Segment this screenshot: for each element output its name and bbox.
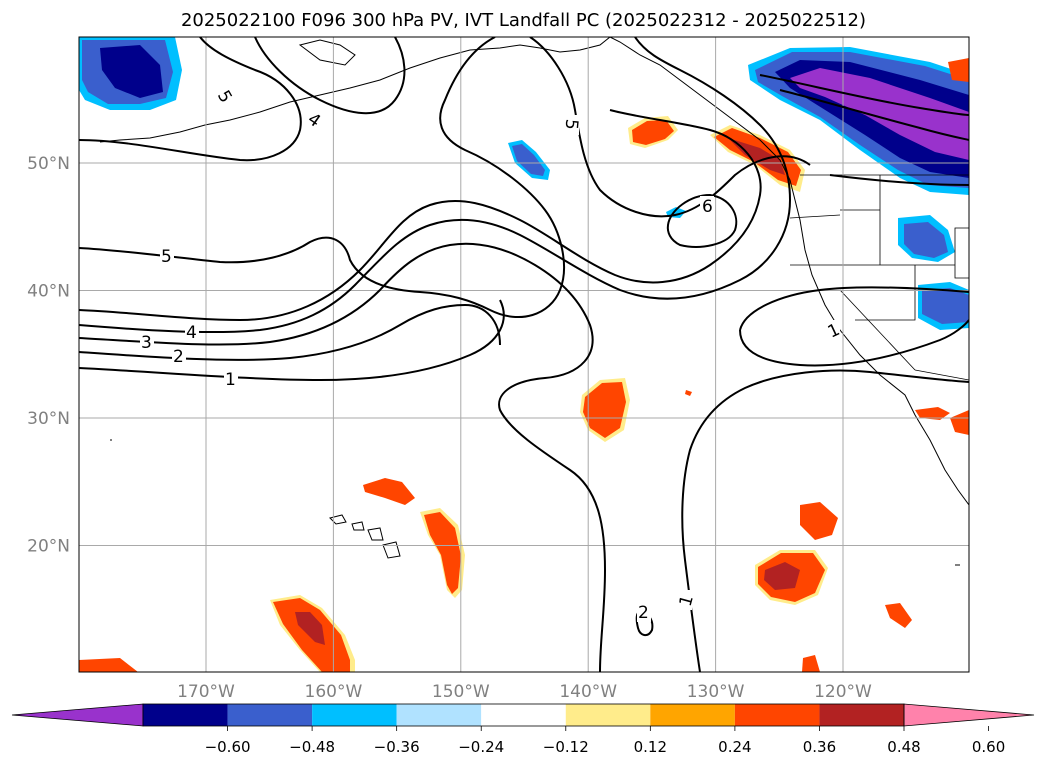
colorbar-extend-low xyxy=(11,703,144,727)
colorbar-segment xyxy=(819,704,904,726)
colorbar-segment xyxy=(734,704,820,726)
political-boundaries xyxy=(789,174,969,381)
longitude-tick-labels: 170°W 160°W 150°W 140°W 130°W 120°W xyxy=(177,682,872,702)
contour-label: 1 xyxy=(676,593,698,609)
contour-label: 4 xyxy=(186,323,197,343)
contour-label: 3 xyxy=(141,333,152,353)
colorbar-extend-high xyxy=(903,703,1035,727)
colorbar-tick-label: 0.36 xyxy=(803,738,836,756)
longitude-label: 160°W xyxy=(305,682,363,702)
colorbar-tick-label: −0.36 xyxy=(374,738,420,756)
longitude-label: 140°W xyxy=(559,682,617,702)
colorbar-tick-label: 0.12 xyxy=(634,738,667,756)
colorbar-tick-label: −0.60 xyxy=(205,738,251,756)
contour-label: 6 xyxy=(702,197,713,217)
longitude-label: 130°W xyxy=(687,682,745,702)
colorbar-tick-label: −0.48 xyxy=(289,738,335,756)
colorbar: −0.60 −0.48 −0.36 −0.24 −0.12 0.12 0.24 0.36 0.4… xyxy=(11,703,1035,756)
colorbar-segment xyxy=(227,704,313,726)
colorbar-tick-label: 0.48 xyxy=(887,738,920,756)
longitude-label: 120°W xyxy=(814,682,872,702)
coastlines xyxy=(99,37,969,566)
colorbar-tick-label: 0.24 xyxy=(718,738,751,756)
positive-pv-blob-hawaii-n xyxy=(363,478,415,505)
pv-contours xyxy=(79,37,969,672)
colorbar-tick-label: −0.12 xyxy=(543,738,589,756)
map-panel: 5 4 5 6 5 4 3 2 1 1 1 2 xyxy=(79,37,969,672)
contour-label: 2 xyxy=(638,603,649,623)
contour-label: 5 xyxy=(561,118,582,131)
map-frame xyxy=(78,36,970,673)
contour-label: 1 xyxy=(225,370,236,390)
colorbar-segment xyxy=(565,704,651,726)
colorbar-tick-label: 0.60 xyxy=(972,738,1005,756)
latitude-label: 50°N xyxy=(27,154,70,174)
latitude-label: 30°N xyxy=(27,409,70,429)
latitude-label: 20°N xyxy=(27,537,70,557)
contour-label: 2 xyxy=(173,347,184,367)
colorbar-segment xyxy=(396,704,482,726)
latitude-label: 40°N xyxy=(27,282,70,302)
colorbar-segment xyxy=(143,704,228,726)
contour-labels: 5 4 5 6 5 4 3 2 1 1 1 2 xyxy=(140,86,843,623)
colorbar-segment xyxy=(650,704,735,726)
colorbar-tick-label: −0.24 xyxy=(458,738,504,756)
latitude-tick-labels: 50°N 40°N 30°N 20°N xyxy=(27,154,70,557)
longitude-label: 150°W xyxy=(432,682,490,702)
map-title: 2025022100 F096 300 hPa PV, IVT Landfall… xyxy=(180,10,867,31)
contour-label: 5 xyxy=(161,247,172,267)
colorbar-segment xyxy=(312,704,397,726)
colorbar-segment xyxy=(481,704,566,726)
longitude-label: 170°W xyxy=(177,682,235,702)
